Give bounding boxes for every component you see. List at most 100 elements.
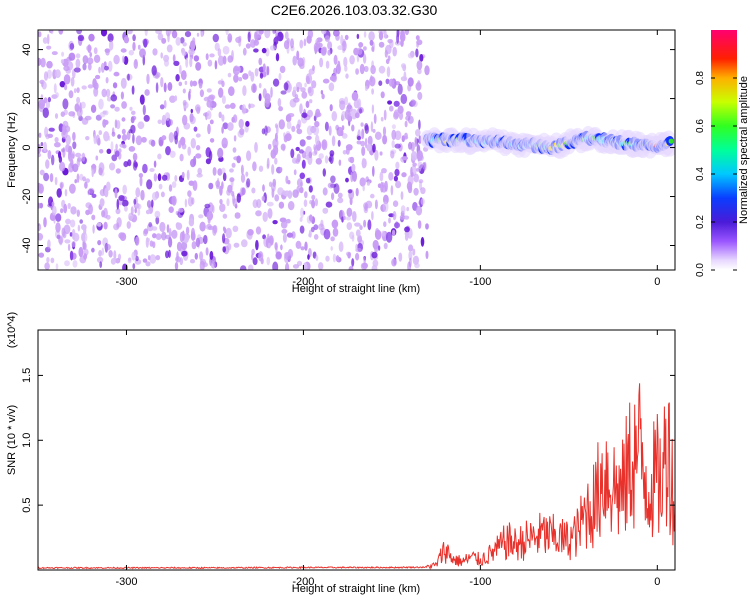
noise-blob [90,104,97,114]
spectrogram-signal-band [420,126,675,159]
noise-blob [110,141,114,152]
noise-blob [407,77,414,87]
colorbar-tick-label: 0.6 [695,119,706,133]
noise-blob [128,49,134,56]
noise-blob [315,158,322,165]
noise-blob [182,42,187,47]
noise-blob [150,139,156,147]
noise-blob [266,256,271,266]
noise-blob [399,32,406,43]
noise-blob [222,233,226,244]
noise-blob [314,198,318,207]
noise-blob [231,162,236,168]
noise-blob [128,257,132,262]
noise-blob [306,125,313,136]
noise-blob [278,106,283,112]
noise-blob [69,183,76,194]
noise-blob [374,131,382,140]
noise-blob [416,150,423,161]
noise-blob [242,47,247,56]
noise-blob [355,187,359,197]
noise-blob [344,109,351,120]
noise-blob [267,143,272,150]
noise-blob [217,168,223,176]
noise-blob [54,142,61,148]
noise-blob [130,116,135,124]
noise-blob [207,59,213,67]
noise-blob [129,106,133,111]
noise-blob [153,160,157,168]
noise-blob [163,82,167,93]
x-tick-label: -300 [115,576,137,588]
noise-blob [184,80,188,85]
noise-blob [371,104,375,114]
noise-blob [253,48,259,53]
noise-blob [142,258,148,263]
noise-blob [252,161,257,172]
noise-blob [410,99,416,106]
y-tick-label: 20 [21,92,33,104]
noise-blob [357,47,363,55]
noise-blob [308,185,313,193]
noise-blob [352,211,357,222]
noise-blob [238,118,244,129]
noise-blob [93,134,97,145]
noise-blob [366,143,372,152]
noise-blob [154,210,161,219]
noise-blob [400,205,406,214]
noise-blob [262,211,268,222]
noise-blob [398,252,403,262]
noise-blob [283,135,288,143]
noise-blob [393,100,400,107]
noise-blob [126,30,133,35]
noise-blob [116,222,120,229]
noise-blob [101,210,106,218]
noise-blob [160,52,163,59]
noise-blob [200,31,204,37]
noise-blob [388,217,391,224]
noise-blob [264,93,271,104]
noise-blob [208,150,213,161]
noise-blob [301,112,308,118]
x-tick-label: 0 [654,576,660,588]
noise-blob [290,148,295,159]
noise-blob [181,230,185,241]
noise-blob [41,81,44,88]
noise-blob [418,179,424,184]
noise-blob [114,150,120,157]
noise-blob [361,157,365,169]
noise-blob [305,100,310,108]
noise-blob [415,35,420,41]
noise-blob [76,96,81,104]
noise-blob [146,179,153,190]
noise-blob [391,140,395,149]
noise-blob [51,154,55,166]
snr-scale-label: (x10^4) [6,312,18,348]
noise-blob [300,207,305,219]
noise-blob [64,260,70,267]
noise-blob [300,87,306,93]
noise-blob [372,143,376,153]
noise-blob [401,156,408,161]
noise-blob [208,94,216,100]
noise-blob [83,248,89,256]
noise-blob [416,60,423,70]
noise-blob [91,193,97,198]
noise-blob [325,60,330,69]
noise-blob [79,102,82,113]
noise-blob [391,129,397,140]
noise-blob [395,180,402,189]
noise-blob [299,225,305,234]
noise-blob [236,155,241,164]
noise-blob [151,199,154,208]
noise-blob [275,53,280,62]
figure-title: C2E6.2026.103.03.32.G30 [271,2,438,18]
noise-blob [95,155,99,161]
noise-blob [385,78,390,85]
noise-blob [298,149,304,154]
noise-blob [293,97,300,103]
noise-blob [303,199,308,207]
noise-blob [64,239,71,244]
noise-blob [261,195,266,202]
noise-blob [91,214,96,221]
